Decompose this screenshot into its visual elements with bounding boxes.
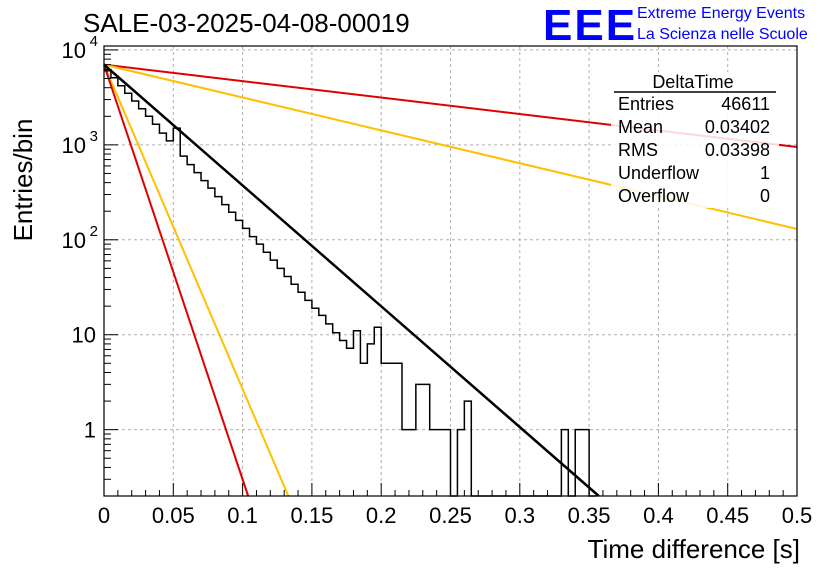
y-tick-exponent: 3: [90, 128, 98, 145]
y-tick-exponent: 2: [90, 223, 98, 240]
y-tick-label: 10: [62, 228, 86, 253]
reference-line-red: [103, 64, 250, 497]
reference-line-orange: [103, 64, 290, 497]
eee-logo: EEE: [543, 1, 637, 50]
x-tick-label: 0.2: [366, 503, 397, 528]
stats-box: DeltaTime Entries 46611 Mean 0.03402 RMS…: [611, 72, 779, 208]
exponential-fit-line: [103, 63, 600, 497]
y-axis-title: Entries/bin: [8, 119, 38, 242]
x-tick-label: 0.35: [568, 503, 611, 528]
stats-value-rms: 0.03398: [705, 140, 770, 160]
stats-value-mean: 0.03402: [705, 117, 770, 137]
y-tick-exponent: 4: [90, 33, 98, 50]
y-tick-label: 10: [62, 38, 86, 63]
y-tick-label: 10: [62, 133, 86, 158]
run-title: SALE-03-2025-04-08-00019: [83, 8, 410, 38]
x-axis-ticks: 0 0.05 0.1 0.15 0.2 0.25 0.3 0.35 0.4 0.45 0.5: [98, 483, 812, 528]
stats-label-underflow: Underflow: [618, 163, 700, 183]
stats-label-mean: Mean: [618, 117, 663, 137]
org-name-line1: Extreme Energy Events: [637, 5, 805, 22]
x-tick-label: 0.1: [227, 503, 258, 528]
stats-label-entries: Entries: [618, 94, 674, 114]
x-tick-label: 0.3: [505, 503, 536, 528]
stats-label-overflow: Overflow: [618, 186, 690, 206]
x-tick-label: 0.4: [643, 503, 674, 528]
stats-title: DeltaTime: [652, 72, 733, 92]
x-axis-title: Time difference [s]: [588, 534, 800, 564]
stats-label-rms: RMS: [618, 140, 658, 160]
y-tick-label: 10: [72, 323, 96, 348]
fit-line: [103, 63, 600, 497]
x-tick-label: 0.5: [782, 503, 813, 528]
x-tick-label: 0.05: [152, 503, 195, 528]
stats-value-overflow: 0: [760, 186, 770, 206]
x-tick-label: 0.15: [290, 503, 333, 528]
stats-value-entries: 46611: [721, 94, 770, 114]
x-tick-label: 0.45: [706, 503, 749, 528]
y-tick-label: 1: [84, 418, 96, 443]
x-tick-label: 0: [98, 503, 110, 528]
x-tick-label: 0.25: [429, 503, 472, 528]
stats-value-underflow: 1: [760, 163, 770, 183]
org-name-line2: La Scienza nelle Scuole: [637, 26, 808, 43]
